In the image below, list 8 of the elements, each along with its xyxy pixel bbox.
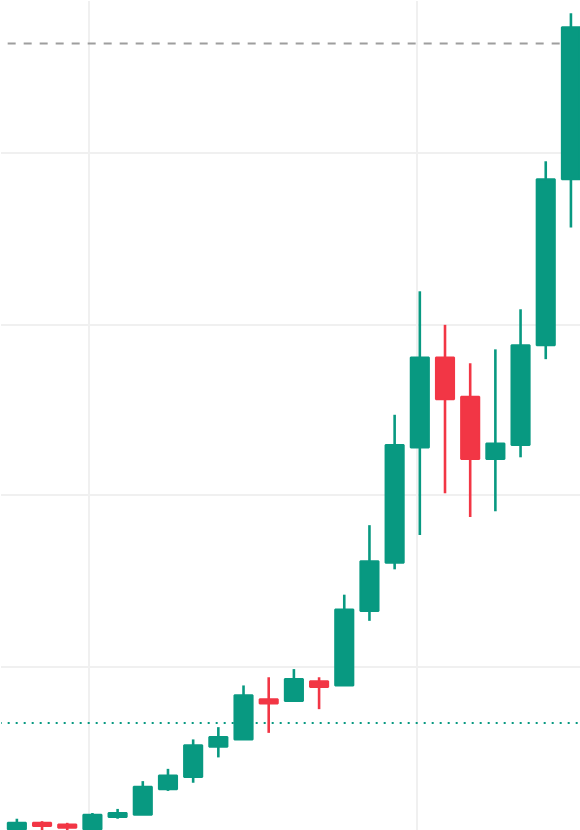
candlestick <box>485 348 506 513</box>
candlestick <box>183 738 204 785</box>
candlestick <box>309 675 330 711</box>
candlestick <box>258 675 279 735</box>
candlestick <box>157 767 179 793</box>
candlestick <box>434 323 456 495</box>
candlestick <box>283 667 304 703</box>
candlestick <box>132 779 153 816</box>
